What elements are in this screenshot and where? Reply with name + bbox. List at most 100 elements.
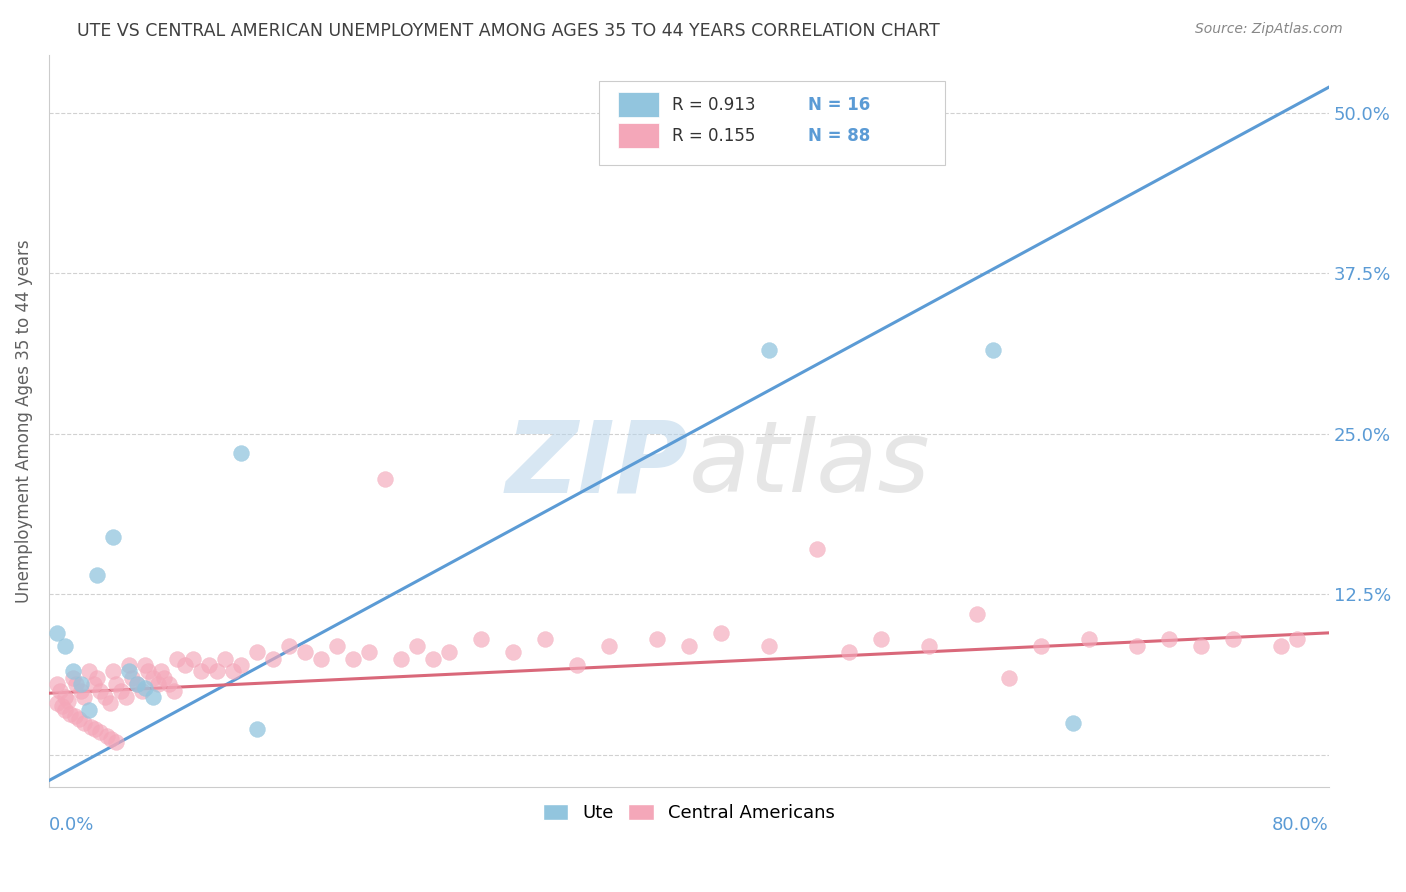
Point [101,530,124,544]
Point [181,651,204,665]
Point [422,651,444,665]
Point [1062,715,1084,730]
Point [65,677,87,691]
Point [125,677,148,691]
Text: 80.0%: 80.0% [1272,816,1329,834]
Point [53,639,76,653]
Point [46,697,69,711]
Point [98,697,121,711]
Point [470,632,492,647]
Point [79,720,101,734]
Point [134,681,156,695]
Point [59,706,82,721]
Point [86,671,108,685]
Point [53,690,76,704]
Point [869,632,891,647]
Text: 0.0%: 0.0% [49,816,94,834]
Point [149,665,172,679]
Point [262,651,284,665]
Point [246,722,269,736]
Point [70,683,93,698]
Point [758,343,780,358]
Point [981,343,1004,358]
Point [1157,632,1180,647]
Point [121,671,143,685]
Point [134,657,156,672]
Point [205,665,228,679]
Point [46,625,69,640]
Point [62,671,84,685]
Point [998,671,1021,685]
Text: R = 0.913: R = 0.913 [672,96,756,114]
Point [598,639,620,653]
Point [118,657,141,672]
Point [94,690,117,704]
Point [389,651,412,665]
Point [142,690,165,704]
Point [73,690,96,704]
Point [918,639,941,653]
FancyBboxPatch shape [619,123,659,148]
Point [89,724,111,739]
Point [758,639,780,653]
Point [118,665,141,679]
Point [294,645,316,659]
Point [645,632,668,647]
Text: Source: ZipAtlas.com: Source: ZipAtlas.com [1195,22,1343,37]
Point [1126,639,1149,653]
Point [198,657,221,672]
Point [229,657,252,672]
Point [77,665,100,679]
Point [157,677,180,691]
Point [534,632,557,647]
Point [84,722,107,736]
Point [246,645,269,659]
Point [222,665,245,679]
Point [86,568,108,582]
Point [100,732,122,747]
Point [437,645,460,659]
Point [166,651,188,665]
Point [101,665,124,679]
Point [142,671,165,685]
Point [49,683,72,698]
Point [966,607,988,621]
Point [806,542,828,557]
Point [136,665,159,679]
Point [125,677,148,691]
Point [73,715,96,730]
Point [406,639,429,653]
Point [110,683,132,698]
Text: N = 16: N = 16 [808,96,870,114]
Point [342,651,364,665]
Point [146,677,169,691]
Point [114,690,136,704]
Point [214,651,236,665]
Legend: Ute, Central Americans: Ute, Central Americans [536,797,842,830]
Text: atlas: atlas [689,417,931,514]
Point [710,625,733,640]
Y-axis label: Unemployment Among Ages 35 to 44 years: Unemployment Among Ages 35 to 44 years [15,239,32,603]
Point [1285,632,1308,647]
Point [83,677,105,691]
Point [1029,639,1052,653]
Point [67,712,90,726]
Point [1270,639,1292,653]
Text: R = 0.155: R = 0.155 [672,127,755,145]
Point [174,657,197,672]
FancyBboxPatch shape [599,81,945,165]
Point [70,677,93,691]
Point [46,677,69,691]
Point [163,683,186,698]
Point [56,694,79,708]
Point [89,683,111,698]
Point [502,645,524,659]
Point [838,645,860,659]
Point [77,703,100,717]
Point [53,703,76,717]
Point [229,446,252,460]
Text: ZIP: ZIP [506,417,689,514]
Point [105,735,128,749]
FancyBboxPatch shape [619,93,659,118]
Point [278,639,301,653]
